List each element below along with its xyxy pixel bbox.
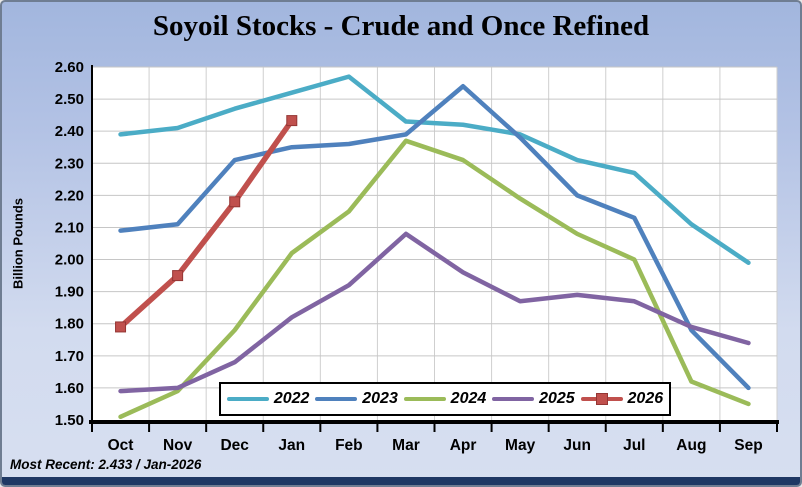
x-axis-tick-label: Dec — [220, 437, 249, 454]
legend: 2022 2023 2024 2025 2026 — [219, 382, 671, 416]
y-axis-tick-label: 2.40 — [55, 123, 84, 140]
most-recent-note: Most Recent: 2.433 / Jan-2026 — [10, 457, 202, 472]
chart-title: Soyoil Stocks - Crude and Once Refined — [152, 10, 650, 42]
x-axis-tick-label: Oct — [108, 437, 134, 454]
y-axis-tick-label: 1.80 — [55, 316, 84, 333]
y-axis-tick-label: 2.60 — [55, 59, 84, 76]
x-axis-tick-label: Nov — [163, 437, 193, 454]
legend-label: 2022 — [273, 390, 310, 407]
x-axis-tick-label: Sep — [734, 437, 762, 454]
series-marker-2026 — [229, 196, 241, 208]
legend-line-swatch — [226, 397, 269, 401]
legend-square-marker-icon — [595, 393, 608, 405]
series-line-2025 — [118, 231, 751, 394]
x-axis-tick-label: Feb — [335, 437, 363, 454]
series-line-2023 — [118, 84, 751, 391]
y-axis-tick-label: 1.90 — [55, 284, 84, 301]
legend-line-swatch — [492, 397, 535, 401]
legend-label: 2023 — [362, 390, 398, 407]
legend-entry-2023: 2023 — [315, 390, 398, 408]
legend-entry-2022: 2022 — [226, 390, 310, 408]
y-axis-tick-label: 2.00 — [55, 252, 84, 269]
legend-entry-2026: 2026 — [580, 390, 664, 408]
legend-label: 2025 — [539, 390, 575, 407]
legend-entry-2024: 2024 — [403, 390, 487, 408]
x-axis-tick-label: Jan — [278, 437, 305, 454]
y-axis-tick-label: 2.10 — [55, 219, 84, 236]
legend-line-swatch — [403, 397, 446, 401]
legend-line-swatch — [580, 393, 623, 405]
x-axis-tick-label: Apr — [450, 437, 477, 454]
legend-label: 2024 — [450, 390, 487, 407]
x-axis-tick-label: Jun — [563, 437, 591, 454]
series-line-2024 — [118, 138, 751, 420]
series-line-2022 — [118, 74, 751, 266]
legend-entry-2025: 2025 — [492, 390, 575, 408]
y-axis-tick-label: 2.30 — [55, 155, 84, 172]
legend-label: 2026 — [627, 390, 664, 407]
x-axis-tick-label: Jul — [623, 437, 645, 454]
y-axis-tick-label: 1.70 — [55, 348, 84, 365]
series-line-2026 — [117, 117, 295, 330]
legend-line-swatch — [315, 397, 358, 401]
y-axis-tick-label: 1.50 — [55, 412, 84, 429]
y-axis-tick-label: 2.50 — [55, 91, 84, 108]
x-axis-tick-label: May — [505, 437, 536, 454]
series-marker-2026 — [172, 270, 184, 282]
x-axis-tick-label: Mar — [392, 437, 420, 454]
y-axis-tick-label: 1.60 — [55, 380, 84, 397]
x-axis-tick-label: Aug — [676, 437, 706, 454]
series-marker-2026 — [115, 321, 127, 333]
series-marker-2026 — [286, 115, 298, 127]
y-axis-tick-label: 2.20 — [55, 187, 84, 204]
bottom-bar — [2, 477, 800, 485]
